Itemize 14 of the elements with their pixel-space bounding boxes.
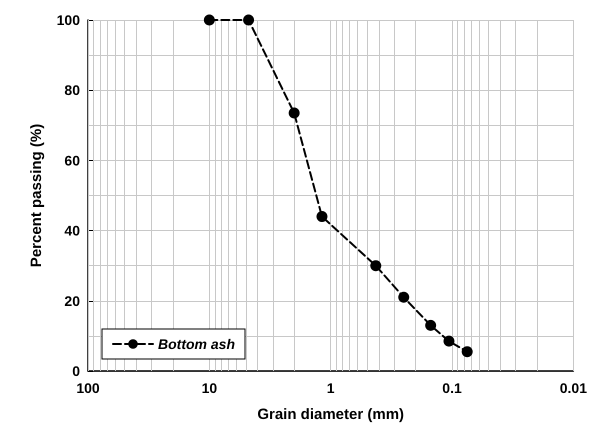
x-tick-label: 0.1 — [442, 380, 462, 396]
y-tick-label: 60 — [64, 152, 80, 168]
x-tick-label: 1 — [326, 380, 335, 396]
y-tick-label: 100 — [56, 12, 80, 28]
x-tick-label: 100 — [76, 380, 100, 396]
y-tick-label: 40 — [64, 222, 80, 239]
y-tick-label: 20 — [64, 292, 80, 309]
x-tick-label: 0.01 — [560, 380, 588, 396]
y-tick-label: 0 — [72, 363, 80, 379]
x-tick-label: 10 — [202, 380, 218, 396]
y-axis-title: Percent passing (%) — [28, 124, 45, 268]
legend-label: Bottom ash — [158, 336, 235, 352]
y-tick-label: 80 — [64, 82, 80, 98]
x-axis-title: Grain diameter (mm) — [257, 406, 404, 423]
